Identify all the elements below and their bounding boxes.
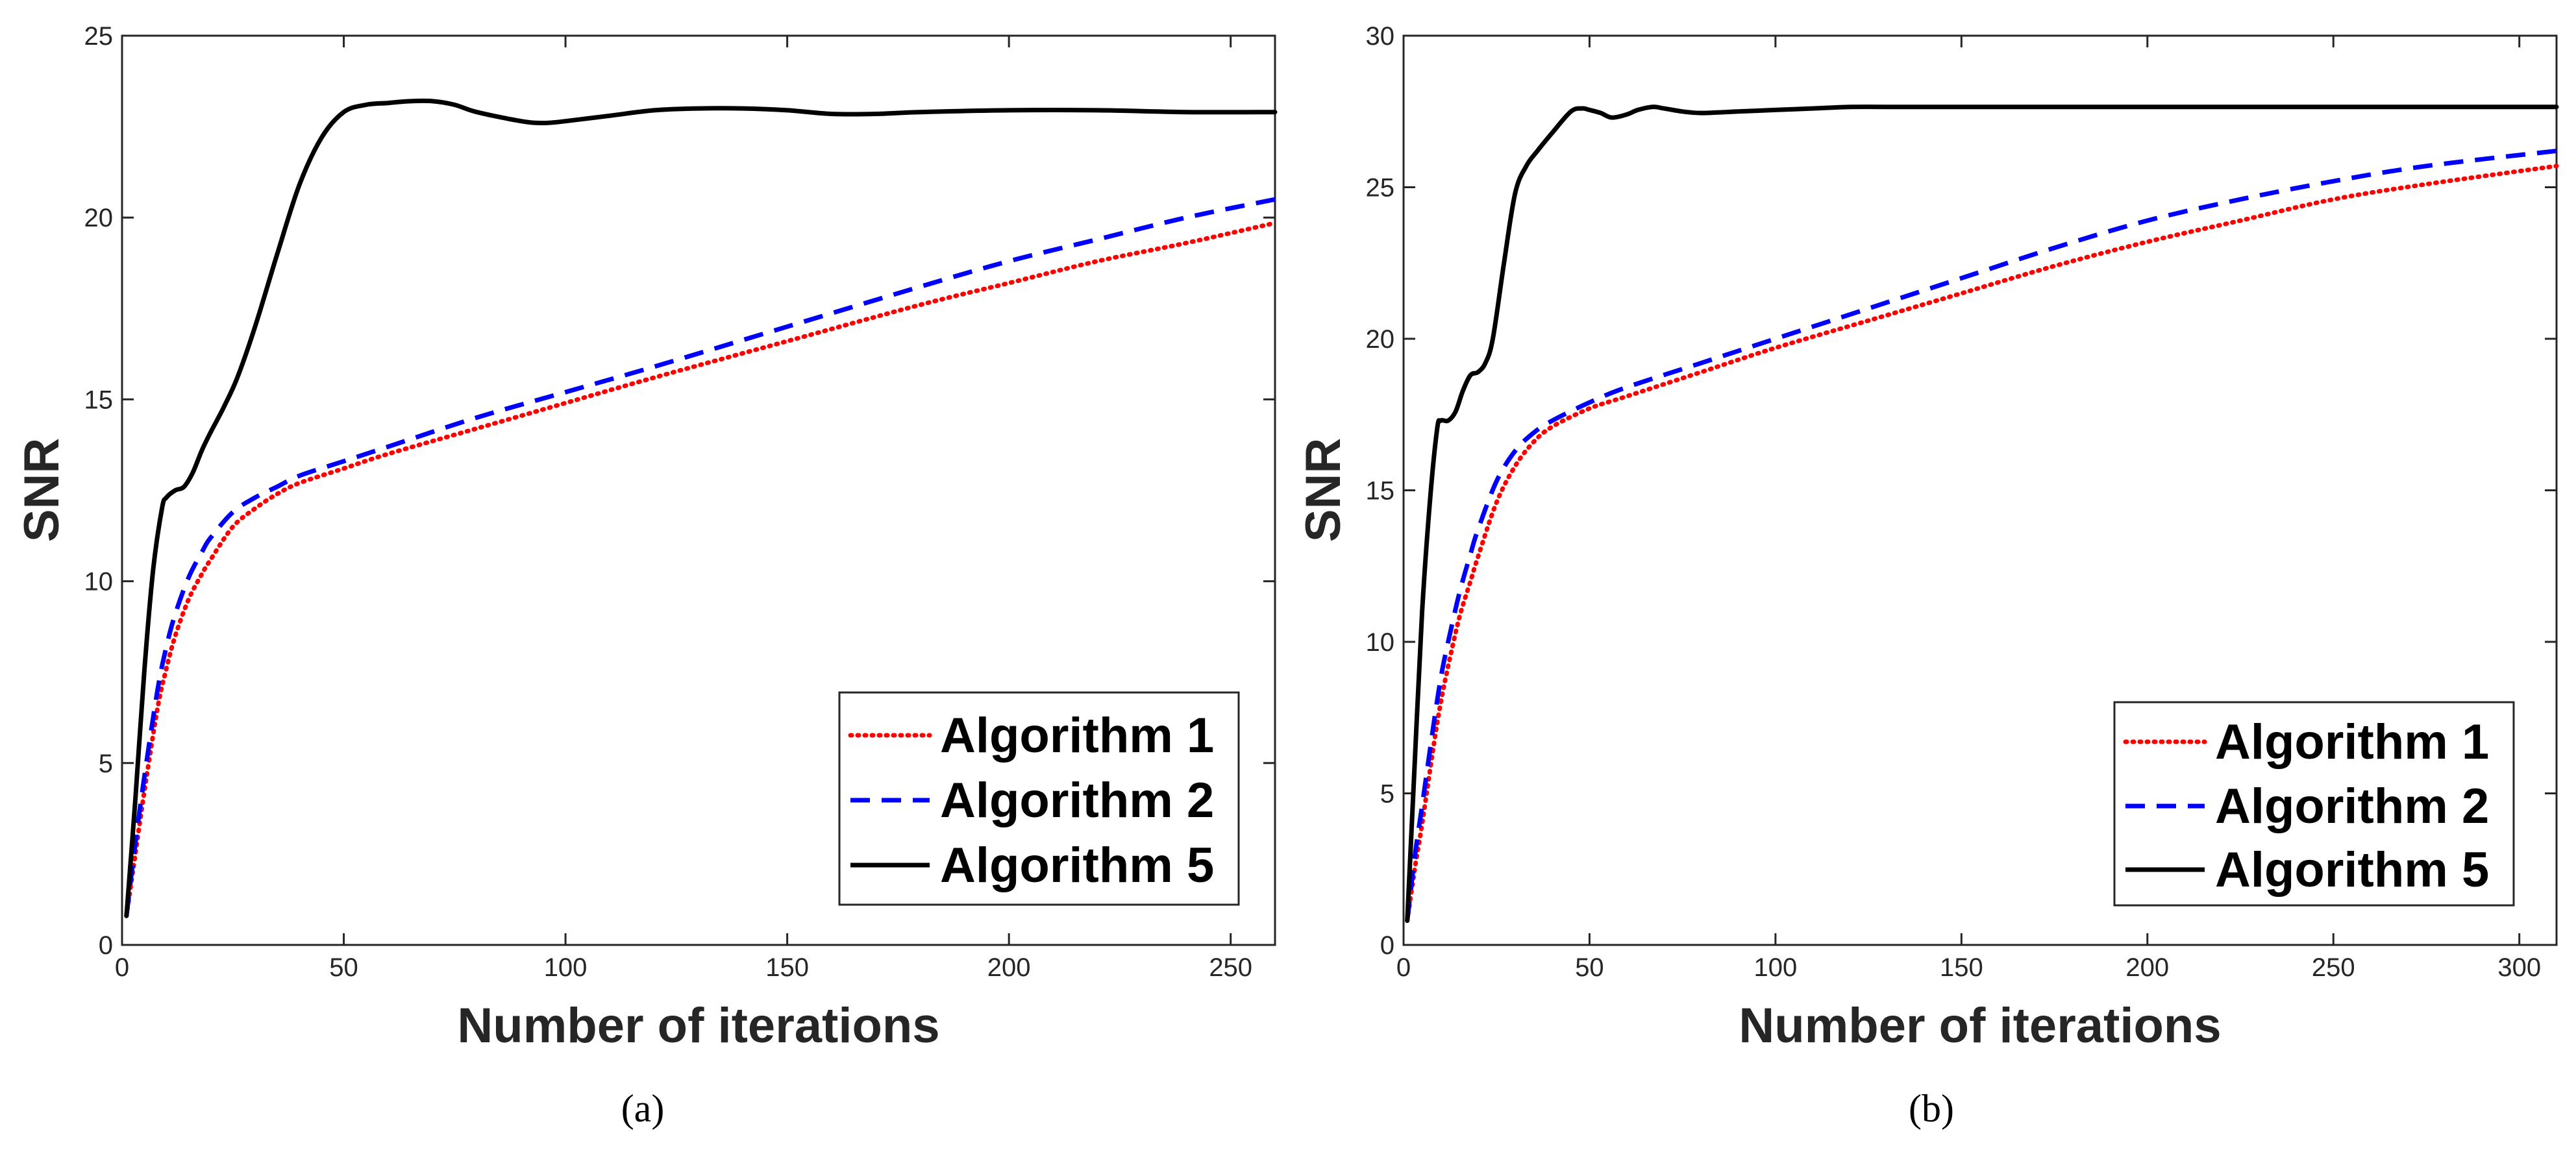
chart-b-legend-label-algorithm-5: Algorithm 5	[2215, 842, 2489, 898]
chart-b-x-tick-label: 100	[1754, 953, 1798, 982]
chart-b-series-algorithm-5	[1405, 104, 2559, 924]
chart-b-series-algorithm-1	[1405, 164, 2559, 924]
chart-a-caption: (a)	[621, 1087, 665, 1130]
chart-a-series-algorithm-5	[124, 98, 1278, 918]
chart-b-y-axis-label: SNR	[1296, 438, 1351, 542]
chart-a-y-tick-label: 5	[99, 750, 113, 778]
chart-a: 0 50 100 150 200 250 0 5 10 15 20 25 Number of ite…	[14, 22, 1278, 1130]
chart-a-ticks	[121, 34, 1275, 946]
chart-a-x-tick-label: 50	[329, 953, 358, 982]
chart-b-y-tick-label: 10	[1366, 628, 1395, 657]
chart-a-legend-label-algorithm-1: Algorithm 1	[940, 708, 1214, 763]
chart-a-y-axis-label: SNR	[14, 438, 69, 542]
chart-b-x-tick-label: 50	[1575, 953, 1604, 982]
chart-a-y-tick-label: 10	[84, 568, 114, 596]
chart-b-caption: (b)	[1909, 1087, 1954, 1130]
chart-a-series	[124, 98, 1278, 918]
chart-a-x-tick-label: 150	[765, 953, 809, 982]
chart-b-y-tick-labels: 0 5 10 15 20 25 30	[1366, 22, 1395, 960]
chart-b-y-tick-label: 25	[1366, 174, 1395, 202]
chart-a-legend-label-algorithm-2: Algorithm 2	[940, 773, 1214, 828]
chart-b-x-tick-labels: 0 50 100 150 200 250 300	[1396, 953, 2541, 982]
chart-b-y-tick-label: 0	[1380, 931, 1394, 960]
chart-a-x-axis-label: Number of iterations	[457, 998, 939, 1053]
chart-a-y-tick-label: 15	[84, 385, 114, 414]
chart-b-y-tick-label: 20	[1366, 325, 1395, 354]
chart-a-y-tick-labels: 0 5 10 15 20 25	[84, 22, 114, 960]
chart-b-ticks	[1402, 34, 2557, 946]
chart-b-x-tick-label: 0	[1396, 953, 1411, 982]
chart-b-x-axis-label: Number of iterations	[1739, 998, 2221, 1053]
chart-b-y-tick-label: 5	[1380, 780, 1394, 809]
chart-b-x-tick-label: 300	[2497, 953, 2541, 982]
chart-a-series-algorithm-1	[124, 221, 1278, 918]
chart-a-legend-box	[838, 691, 1240, 906]
chart-a-x-tick-labels: 0 50 100 150 200 250	[115, 953, 1252, 982]
chart-b-series	[1405, 104, 2559, 924]
chart-a-legend: Algorithm 1 Algorithm 2 Algorithm 5	[838, 691, 1240, 906]
chart-a-x-tick-label: 200	[987, 953, 1031, 982]
chart-a-x-tick-label: 0	[115, 953, 129, 982]
chart-b-legend: Algorithm 1 Algorithm 2 Algorithm 5	[2113, 701, 2515, 907]
chart-b-legend-label-algorithm-1: Algorithm 1	[2215, 715, 2489, 770]
chart-a-x-tick-label: 250	[1209, 953, 1252, 982]
chart-b-x-tick-label: 150	[1940, 953, 1983, 982]
chart-a-y-tick-label: 25	[84, 22, 114, 51]
chart-b-y-tick-label: 30	[1366, 22, 1395, 51]
chart-b-x-tick-label: 250	[2312, 953, 2355, 982]
chart-b-legend-label-algorithm-2: Algorithm 2	[2215, 779, 2489, 834]
chart-b: 0 50 100 150 200 250 300 0 5 10 15 20 25 30 Number o…	[1296, 22, 2559, 1130]
chart-b-x-tick-label: 200	[2125, 953, 2169, 982]
chart-b-y-tick-label: 15	[1366, 477, 1395, 506]
chart-a-x-tick-label: 100	[544, 953, 588, 982]
chart-a-series-algorithm-2	[124, 197, 1276, 916]
chart-a-y-tick-label: 0	[99, 931, 113, 960]
chart-a-legend-label-algorithm-5: Algorithm 5	[940, 838, 1214, 893]
chart-a-y-tick-label: 20	[84, 204, 114, 232]
